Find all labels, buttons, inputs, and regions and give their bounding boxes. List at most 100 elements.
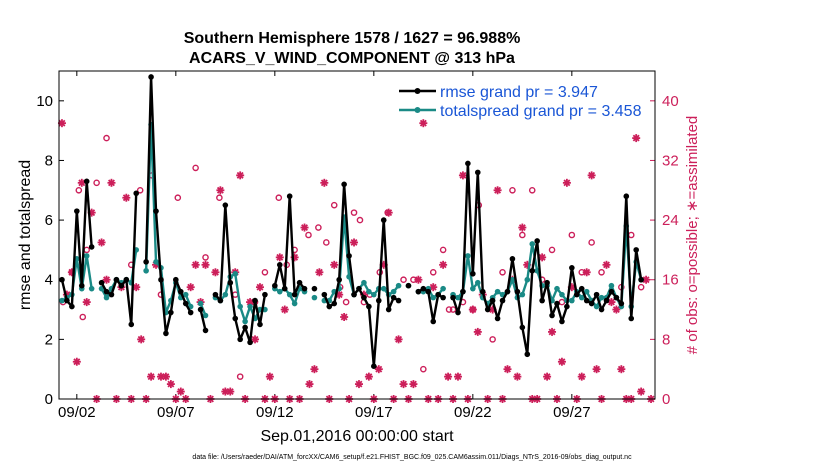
rmse-point <box>608 288 615 295</box>
rmse-point <box>385 306 392 313</box>
obs-assimilated-point <box>642 275 651 284</box>
obs-assimilated-point <box>409 380 418 389</box>
obs-possible-point <box>323 239 330 246</box>
rmse-point <box>514 288 521 295</box>
rmse-point <box>549 312 555 319</box>
obs-assimilated-point <box>632 134 641 143</box>
x-tick-label: 09/02 <box>58 404 96 421</box>
rmse-point <box>623 193 630 200</box>
asterisk-stroke <box>276 253 284 261</box>
obs-possible-point <box>350 209 358 216</box>
totalspread-point <box>59 297 65 304</box>
rmse-point <box>484 306 491 313</box>
y-tick-label: 10 <box>36 93 53 110</box>
rmse-point <box>222 202 229 208</box>
rmse-point <box>326 303 333 310</box>
asterisk-stroke <box>474 328 482 336</box>
obs-assimilated-point <box>419 119 428 128</box>
y2-tick-label: 40 <box>662 93 679 110</box>
rmse-point <box>603 297 610 304</box>
asterisk-stroke <box>58 119 66 127</box>
asterisk-stroke <box>429 283 437 291</box>
rmse-point <box>638 276 644 283</box>
asterisk-stroke <box>578 373 586 381</box>
obs-possible-point <box>637 283 645 291</box>
totalspread-point <box>242 318 248 325</box>
obs-assimilated-point <box>320 178 329 187</box>
plot-frame <box>58 70 656 400</box>
rmse-point <box>103 288 110 295</box>
y2-tick-label: 8 <box>662 331 670 348</box>
rmse-point <box>163 330 169 337</box>
rmse-point <box>593 291 600 298</box>
rmse-line <box>199 309 207 331</box>
asterisk-stroke <box>108 179 115 187</box>
rmse-point <box>395 297 402 304</box>
rmse-point <box>177 288 184 295</box>
rmse-point <box>450 294 456 301</box>
asterisk-stroke <box>236 171 244 179</box>
obs-assimilated-point <box>255 283 264 292</box>
asterisk-stroke <box>469 306 477 314</box>
obs-possible-point <box>489 336 496 343</box>
asterisk-stroke <box>301 224 308 232</box>
rmse-point <box>474 169 481 176</box>
obs-assimilated-point <box>444 372 453 381</box>
obs-assimilated-point <box>102 275 111 284</box>
rmse-point <box>435 291 441 298</box>
rmse-point <box>544 279 550 286</box>
totalspread-point <box>247 303 253 310</box>
rmse-point <box>247 339 253 346</box>
rmse-point <box>494 315 501 322</box>
asterisk-stroke <box>216 186 224 194</box>
y2-tick-label: 0 <box>662 391 670 408</box>
legend-spread-marker <box>414 107 421 113</box>
rmse-point <box>346 253 352 259</box>
y-tick-label: 8 <box>45 152 53 169</box>
obs-assimilated-point <box>201 260 210 269</box>
obs-possible-point <box>439 246 447 254</box>
asterisk-stroke <box>266 373 274 381</box>
obs-possible-point <box>275 194 283 202</box>
asterisk-stroke <box>98 238 106 246</box>
rmse-point <box>583 297 590 304</box>
totalspread-point <box>608 282 615 289</box>
rmse-point <box>237 336 243 343</box>
obs-possible-point <box>509 186 516 194</box>
legend: rmse grand pr = 3.947 totalspread grand … <box>399 84 642 120</box>
rmse-point <box>633 247 639 253</box>
asterisk-stroke <box>459 171 467 179</box>
totalspread-point <box>524 276 531 283</box>
totalspread-point <box>222 291 229 298</box>
obs-assimilated-point <box>350 238 359 247</box>
obs-assimilated-point <box>548 327 557 336</box>
obs-possible-point <box>429 268 437 276</box>
obs-possible-point <box>202 254 209 261</box>
x-tick-label: 09/17 <box>355 404 393 421</box>
rmse-point <box>618 300 625 307</box>
obs-assimilated-point <box>429 283 438 292</box>
asterisk-stroke <box>558 358 566 366</box>
rmse-point <box>113 276 120 283</box>
totalspread-point <box>598 294 605 301</box>
totalspread-point <box>237 303 243 310</box>
obs-assimilated-point <box>265 372 274 381</box>
asterisk-stroke <box>414 276 422 284</box>
obs-assimilated-point <box>211 268 220 277</box>
totalspread-point <box>153 259 159 265</box>
legend-spread-label: totalspread grand pr = 3.458 <box>440 103 642 120</box>
rmse-point <box>539 297 545 304</box>
rmse-point <box>262 291 268 298</box>
asterisk-stroke <box>603 261 610 269</box>
rmse-point <box>534 238 540 244</box>
asterisk-stroke <box>226 388 234 396</box>
obs-assimilated-point <box>503 365 512 374</box>
obs-assimilated-point <box>226 387 235 396</box>
obs-assimilated-point <box>612 305 621 314</box>
asterisk-stroke <box>137 335 145 343</box>
obs-assimilated-point <box>399 380 408 389</box>
totalspread-point <box>143 267 149 274</box>
rmse-point <box>98 279 105 286</box>
rmse-point <box>613 294 620 301</box>
x-tick-label: 09/22 <box>454 404 492 421</box>
